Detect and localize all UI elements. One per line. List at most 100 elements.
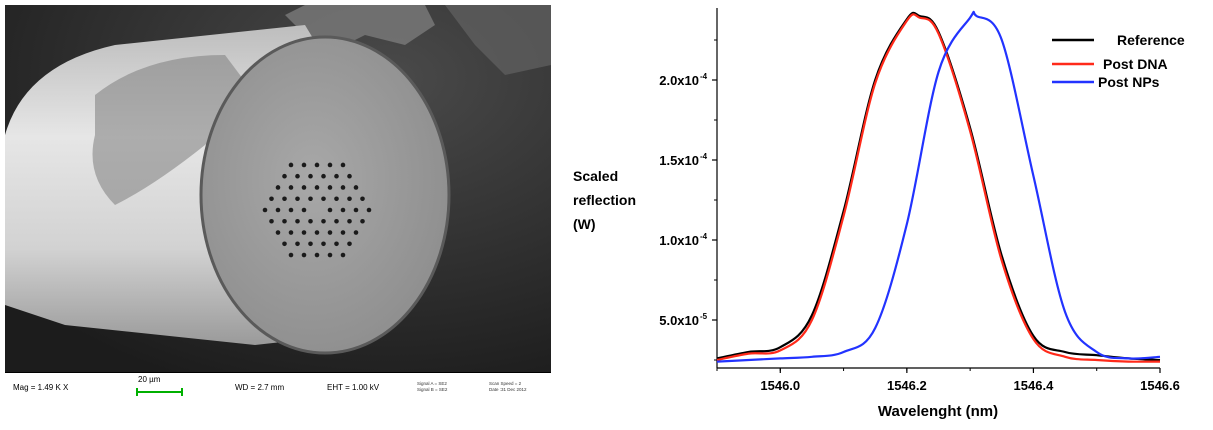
- air-hole: [353, 185, 359, 190]
- x-axis-title: Wavelenght (nm): [878, 403, 998, 420]
- air-hole: [314, 230, 320, 235]
- air-hole: [301, 185, 307, 190]
- reflection-spectrum-chart: 5.0x10 -5 1.0x10 -4 1.5x10 -4 2.0x10 -4 1546.0 1…: [560, 0, 1213, 430]
- air-hole: [334, 241, 339, 247]
- air-hole: [295, 196, 300, 202]
- air-hole: [334, 218, 339, 224]
- sem-info-bar: Mag = 1.49 K X 20 µm WD = 2.7 mm EHT = 1…: [5, 372, 551, 407]
- air-hole: [360, 196, 365, 202]
- air-hole: [347, 218, 352, 224]
- y-tick-label: 5.0x10: [659, 313, 699, 328]
- air-hole: [308, 218, 313, 224]
- air-hole: [295, 218, 300, 224]
- air-hole: [288, 252, 294, 258]
- air-hole: [301, 162, 307, 168]
- x-tick-label: 1546.0: [760, 378, 800, 393]
- air-hole: [282, 218, 287, 224]
- sem-micrograph: Mag = 1.49 K X 20 µm WD = 2.7 mm EHT = 1…: [5, 5, 551, 407]
- x-tick-label: 1546.4: [1014, 378, 1055, 393]
- sem-signal-a: Signal A = SE2: [417, 381, 447, 386]
- air-hole: [334, 173, 339, 179]
- y-tick-label: 1.0x10: [659, 233, 699, 248]
- air-hole: [282, 196, 287, 202]
- air-hole: [314, 185, 320, 190]
- air-hole: [295, 173, 300, 179]
- fiber-end-face: [199, 35, 451, 355]
- air-hole: [347, 173, 352, 179]
- air-hole: [327, 252, 333, 258]
- series-line-reference: [716, 11, 1161, 362]
- chart-svg: 5.0x10 -51.0x10 -41.5x10 -42.0x10 -4 1546.0 1…: [573, 8, 1185, 420]
- air-hole: [295, 241, 300, 247]
- series-line-post-nps: [716, 10, 1161, 363]
- air-hole: [340, 252, 346, 258]
- sem-signal-b: Signal B = SE2: [417, 387, 448, 392]
- air-hole: [282, 173, 287, 179]
- air-hole: [282, 241, 287, 247]
- air-hole: [269, 196, 274, 202]
- air-hole: [262, 207, 268, 213]
- debris: [445, 5, 551, 75]
- air-hole: [275, 185, 281, 190]
- photonic-crystal-holes: [262, 162, 372, 258]
- air-hole: [340, 185, 346, 190]
- sem-image: [5, 5, 551, 372]
- x-tick-label: 1546.2: [887, 378, 927, 393]
- y-tick-label: 1.5x10: [659, 153, 699, 168]
- y-axis-title-line: reflection: [573, 192, 636, 208]
- air-hole: [347, 241, 352, 247]
- air-hole: [288, 207, 294, 213]
- air-hole: [288, 230, 294, 235]
- series-line-post-dna: [716, 13, 1161, 363]
- air-hole: [327, 207, 333, 213]
- air-hole: [308, 173, 313, 179]
- sem-wd: WD = 2.7 mm: [235, 383, 285, 392]
- air-hole: [321, 173, 326, 179]
- air-hole: [334, 196, 339, 202]
- air-hole: [340, 162, 346, 168]
- air-hole: [308, 196, 313, 202]
- air-hole: [275, 207, 281, 213]
- y-tick-exponent: -4: [700, 232, 708, 241]
- air-hole: [301, 252, 307, 258]
- air-hole: [327, 162, 333, 168]
- legend-label: Post NPs: [1098, 74, 1160, 90]
- y-tick-label: 2.0x10: [659, 73, 699, 88]
- air-hole: [321, 196, 326, 202]
- air-hole: [353, 207, 359, 213]
- air-hole: [288, 185, 294, 190]
- air-hole: [340, 230, 346, 235]
- air-hole: [353, 230, 359, 235]
- air-hole: [340, 207, 346, 213]
- air-hole: [327, 230, 333, 235]
- air-hole: [308, 241, 313, 247]
- x-tick-label: 1546.6: [1140, 378, 1180, 393]
- legend-label: Reference: [1117, 32, 1185, 48]
- fiber-coating-residue: [92, 55, 255, 205]
- air-hole: [314, 162, 320, 168]
- sem-eht: EHT = 1.00 kV: [327, 383, 380, 392]
- air-hole: [301, 230, 307, 235]
- y-tick-exponent: -4: [700, 72, 708, 81]
- sem-scan-speed: Scan Speed = 2: [489, 381, 522, 386]
- sem-scale-bar: [136, 388, 183, 396]
- air-hole: [347, 196, 352, 202]
- y-tick-exponent: -5: [700, 312, 708, 321]
- sem-date: Date :31 Dec 2012: [489, 387, 527, 392]
- air-hole: [360, 218, 365, 224]
- air-hole: [269, 218, 274, 224]
- air-hole: [321, 241, 326, 247]
- y-axis-title-line: (W): [573, 216, 596, 232]
- air-hole: [288, 162, 294, 168]
- air-hole: [314, 252, 320, 258]
- sem-mag: Mag = 1.49 K X: [13, 383, 69, 392]
- air-hole: [301, 207, 307, 213]
- air-hole: [366, 207, 372, 213]
- y-tick-exponent: -4: [700, 152, 708, 161]
- sem-scale-label: 20 µm: [138, 375, 161, 384]
- legend-label: Post DNA: [1103, 56, 1168, 72]
- y-axis-title-line: Scaled: [573, 168, 618, 184]
- air-hole: [275, 230, 281, 235]
- air-hole: [321, 218, 326, 224]
- air-hole: [327, 185, 333, 190]
